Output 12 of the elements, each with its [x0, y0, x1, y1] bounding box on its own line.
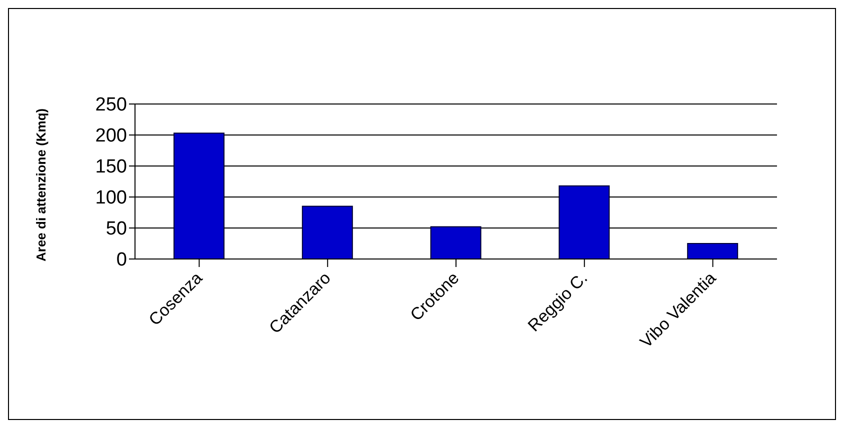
y-tick-label: 250 — [95, 94, 127, 116]
bar — [302, 206, 353, 259]
y-tick-label: 200 — [95, 126, 127, 147]
y-tick-label: 0 — [116, 250, 127, 271]
y-tick-label: 150 — [95, 156, 127, 178]
y-axis-title: Aree di attenzione (Kmq) — [34, 108, 49, 262]
bar — [558, 185, 610, 259]
y-tick-label: 100 — [95, 188, 127, 209]
bar — [687, 243, 738, 259]
y-tick-label: 50 — [106, 218, 127, 240]
bar — [174, 132, 224, 259]
bar — [430, 226, 482, 259]
